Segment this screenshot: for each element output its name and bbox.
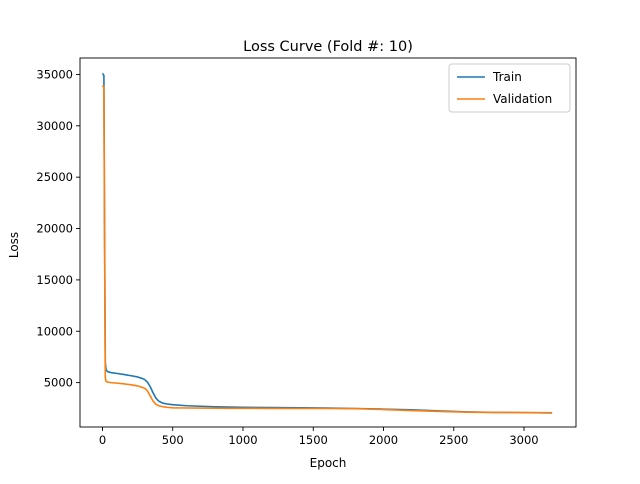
y-tick-label: 10000: [36, 324, 73, 338]
legend-label-train: Train: [492, 70, 522, 84]
y-tick-label: 5000: [44, 376, 73, 390]
y-tick-label: 15000: [36, 273, 73, 287]
legend-label-validation: Validation: [493, 92, 552, 106]
x-tick-label: 0: [99, 433, 106, 447]
x-tick-label: 1000: [228, 433, 257, 447]
y-tick-label: 20000: [36, 222, 73, 236]
x-tick-label: 2000: [369, 433, 398, 447]
y-tick-label: 30000: [36, 119, 73, 133]
legend-box: [448, 63, 571, 113]
x-tick-label: 1500: [299, 433, 328, 447]
y-tick-label: 35000: [36, 67, 73, 81]
axes-frame: [79, 57, 577, 428]
x-tick-label: 500: [162, 433, 184, 447]
y-axis-label: Loss: [7, 232, 21, 258]
series-line-validation: [101, 84, 553, 414]
x-axis-label: Epoch: [310, 456, 347, 470]
x-tick-label: 3000: [509, 433, 538, 447]
y-tick-label: 25000: [36, 170, 73, 184]
x-tick-label: 2500: [439, 433, 468, 447]
plot-area: 0 500 1000 1500 2000 2500 3000 5000 10000 15000 20…: [36, 57, 577, 447]
chart-title: Loss Curve (Fold #: 10): [243, 39, 413, 55]
